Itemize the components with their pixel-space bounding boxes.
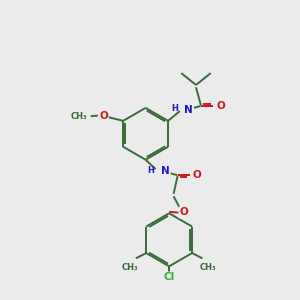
Text: CH₃: CH₃ xyxy=(70,112,87,121)
Text: N: N xyxy=(161,167,170,176)
Text: O: O xyxy=(216,100,225,110)
Text: CH₃: CH₃ xyxy=(122,263,138,272)
Text: CH₃: CH₃ xyxy=(200,263,217,272)
Text: O: O xyxy=(193,170,202,180)
Text: O: O xyxy=(99,110,108,121)
Text: Cl: Cl xyxy=(164,272,175,283)
Text: N: N xyxy=(184,105,193,115)
Text: methoxy: methoxy xyxy=(77,115,84,116)
Text: H: H xyxy=(171,104,178,113)
Text: O: O xyxy=(179,207,188,218)
Text: H: H xyxy=(147,166,154,175)
